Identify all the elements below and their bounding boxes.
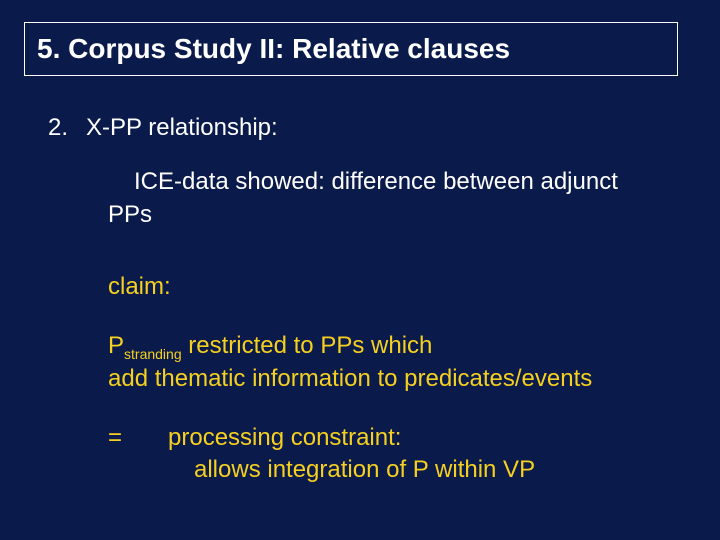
- list-number: 2.: [48, 112, 86, 144]
- list-item-row: 2.X-PP relationship:: [48, 112, 688, 144]
- claim-body: Pstranding restricted to PPs which add t…: [108, 330, 688, 396]
- content-area: 2.X-PP relationship: ICE-data showed: di…: [48, 112, 688, 486]
- ice-line1: ICE-data showed: difference between adju…: [108, 166, 688, 198]
- p-stranding-line2: add thematic information to predicates/e…: [108, 363, 688, 395]
- slide-title: 5. Corpus Study II: Relative clauses: [37, 33, 510, 65]
- claim-label: claim:: [108, 271, 688, 303]
- p-subscript: stranding: [124, 345, 182, 361]
- p-stranding-line1: Pstranding restricted to PPs which: [108, 330, 688, 364]
- p-rest: restricted to PPs which: [182, 332, 433, 359]
- title-container: 5. Corpus Study II: Relative clauses: [24, 22, 678, 76]
- eq-line1: processing constraint:: [168, 422, 688, 454]
- equals-block: = processing constraint: allows integrat…: [108, 422, 688, 487]
- eq-line2: allows integration of P within VP: [168, 454, 688, 486]
- equals-sign: =: [108, 422, 168, 487]
- equals-body: processing constraint: allows integratio…: [168, 422, 688, 487]
- ice-data-block: ICE-data showed: difference between adju…: [108, 166, 688, 231]
- ice-line2: PPs: [108, 199, 688, 231]
- p-prefix: P: [108, 332, 124, 359]
- list-heading: X-PP relationship:: [86, 114, 278, 141]
